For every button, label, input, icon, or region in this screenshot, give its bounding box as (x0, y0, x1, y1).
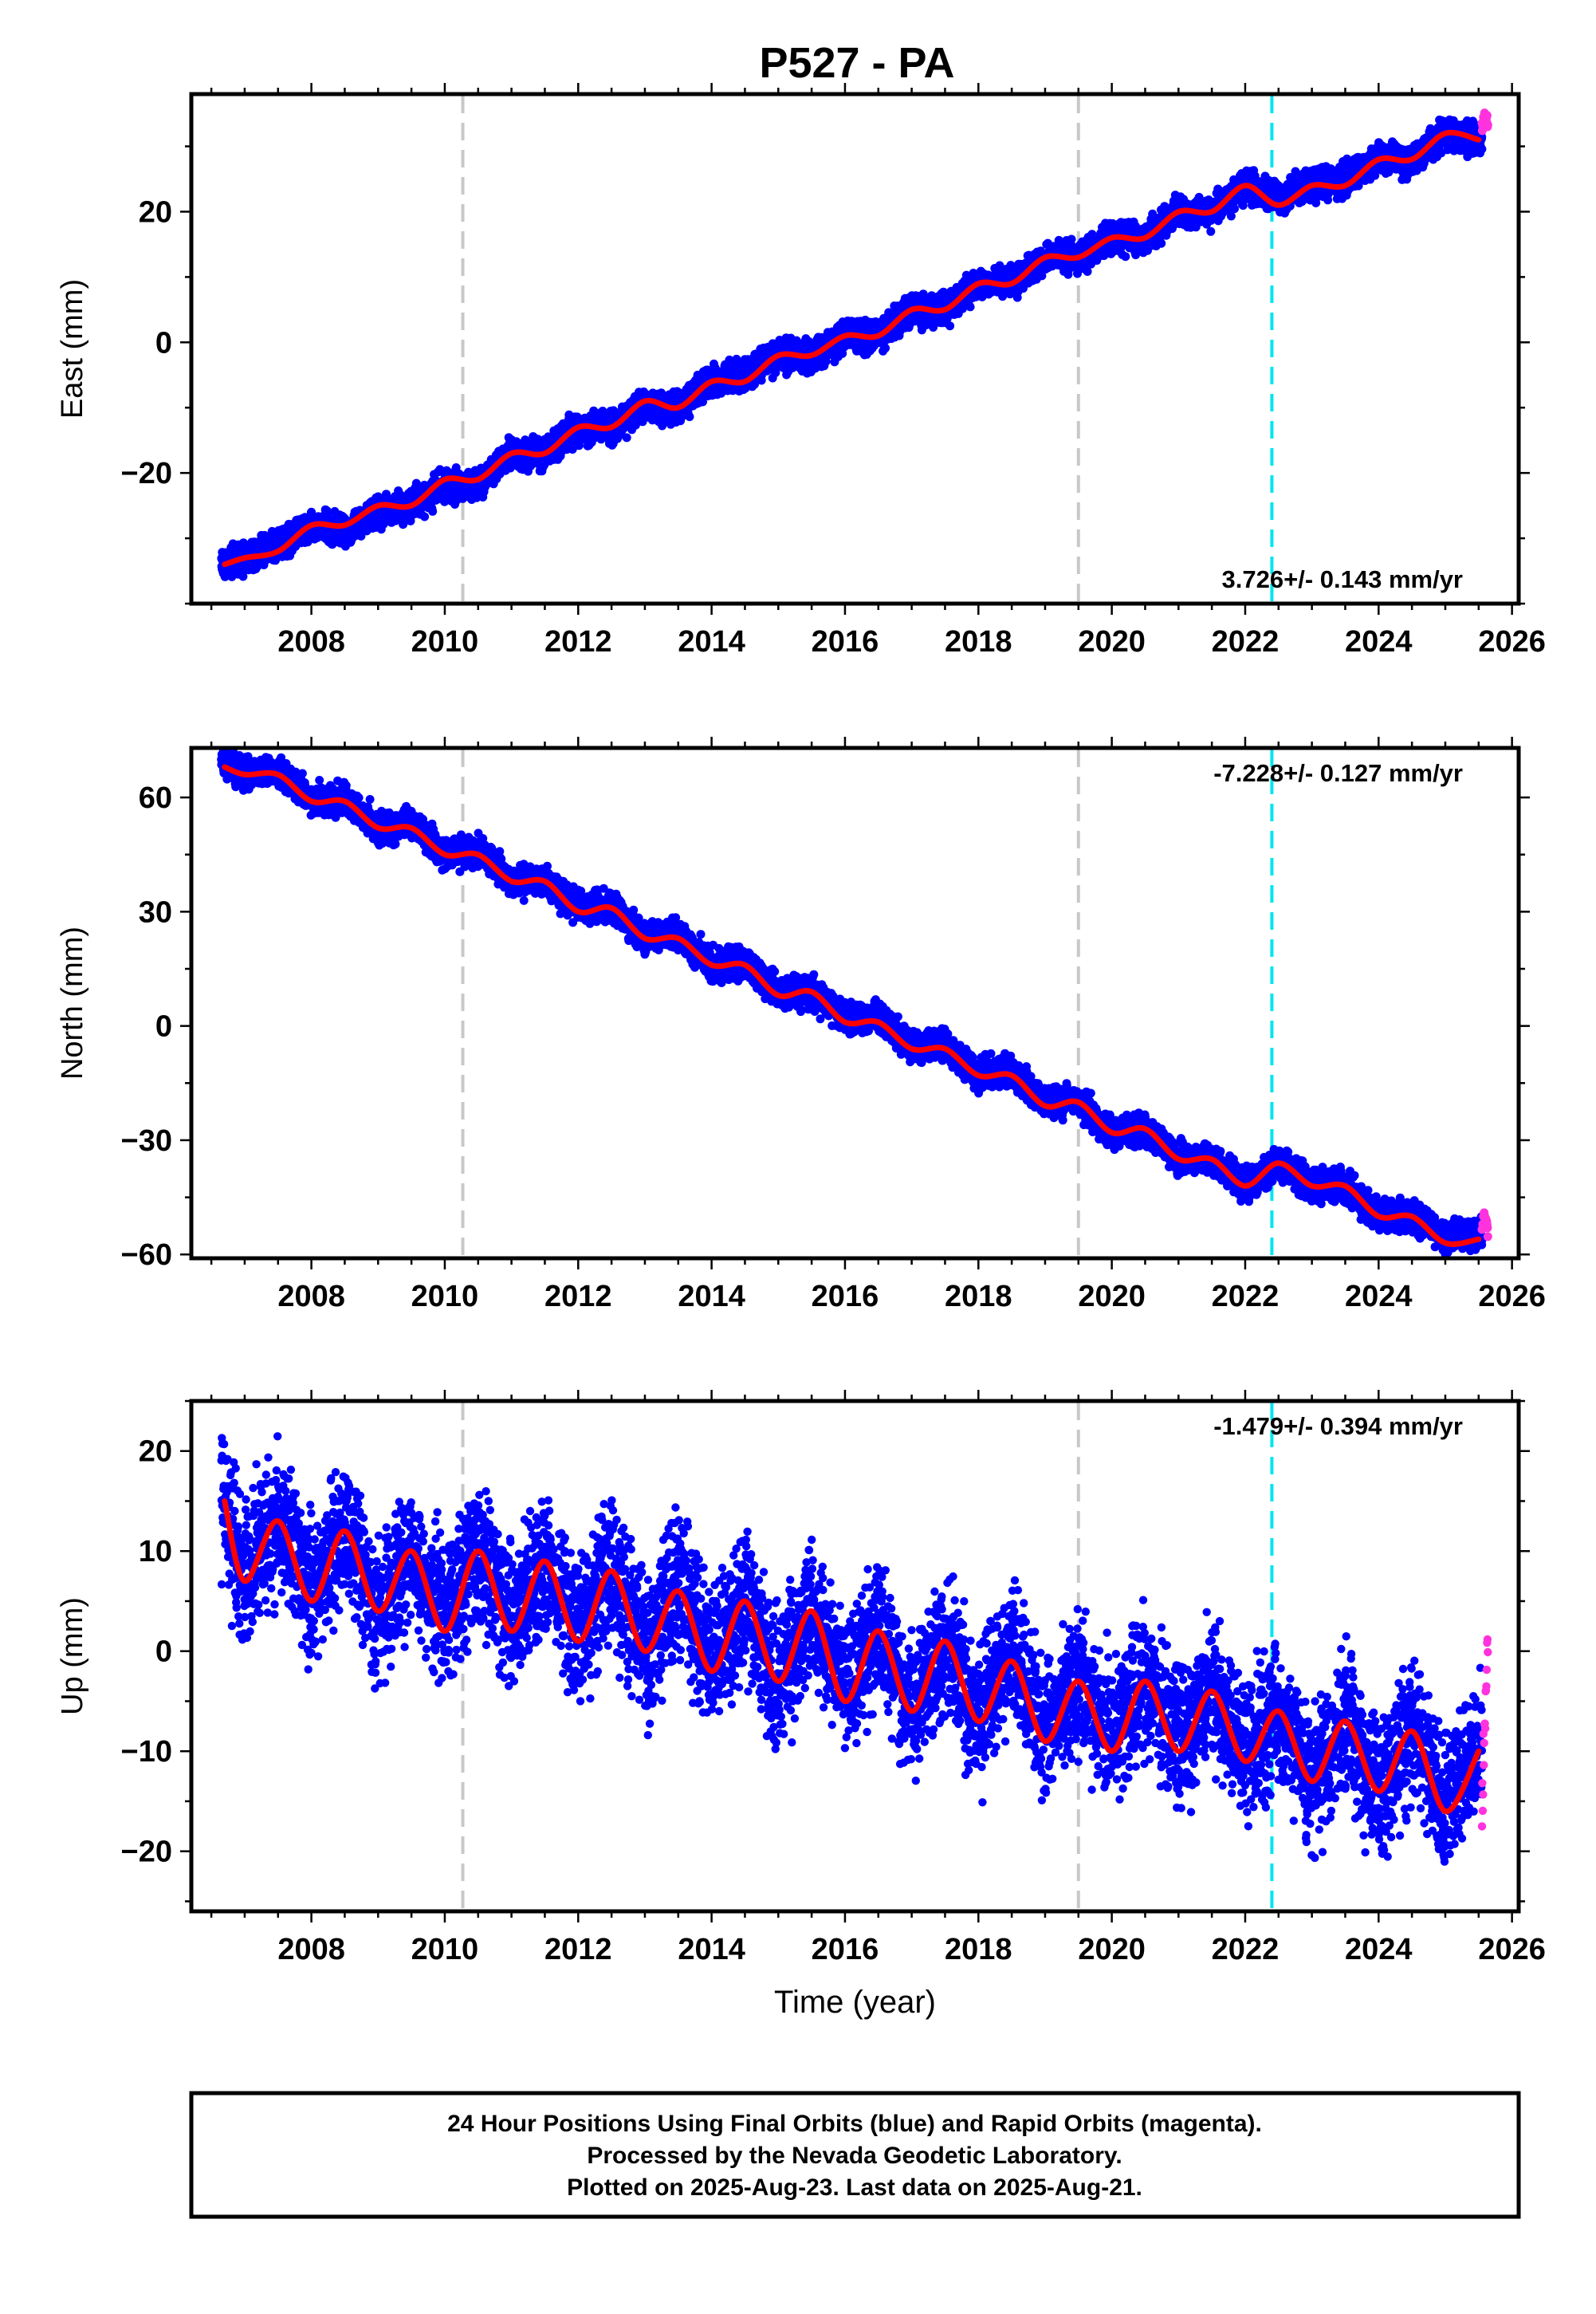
final-orbit-point (945, 321, 955, 331)
final-orbit-point (1121, 252, 1130, 262)
final-orbit-point (622, 433, 631, 443)
final-orbit-point (1157, 238, 1166, 248)
final-orbit-point (428, 506, 438, 516)
observations (217, 108, 1492, 581)
final-orbit-point (685, 412, 694, 422)
panel-1: 2008 2010 2012 2014 2016 2018 2020 2022 2024 2026… (56, 83, 1546, 659)
panels: 2008 2010 2012 2014 2016 2018 2020 2022 2024 2026… (56, 83, 1546, 2020)
final-orbit-point (271, 556, 280, 565)
final-orbit-point (965, 302, 975, 312)
final-orbit-point (881, 344, 890, 353)
final-orbit-point (406, 516, 415, 525)
station-title: P527 - PA (759, 39, 954, 87)
final-orbit-point (420, 512, 430, 521)
